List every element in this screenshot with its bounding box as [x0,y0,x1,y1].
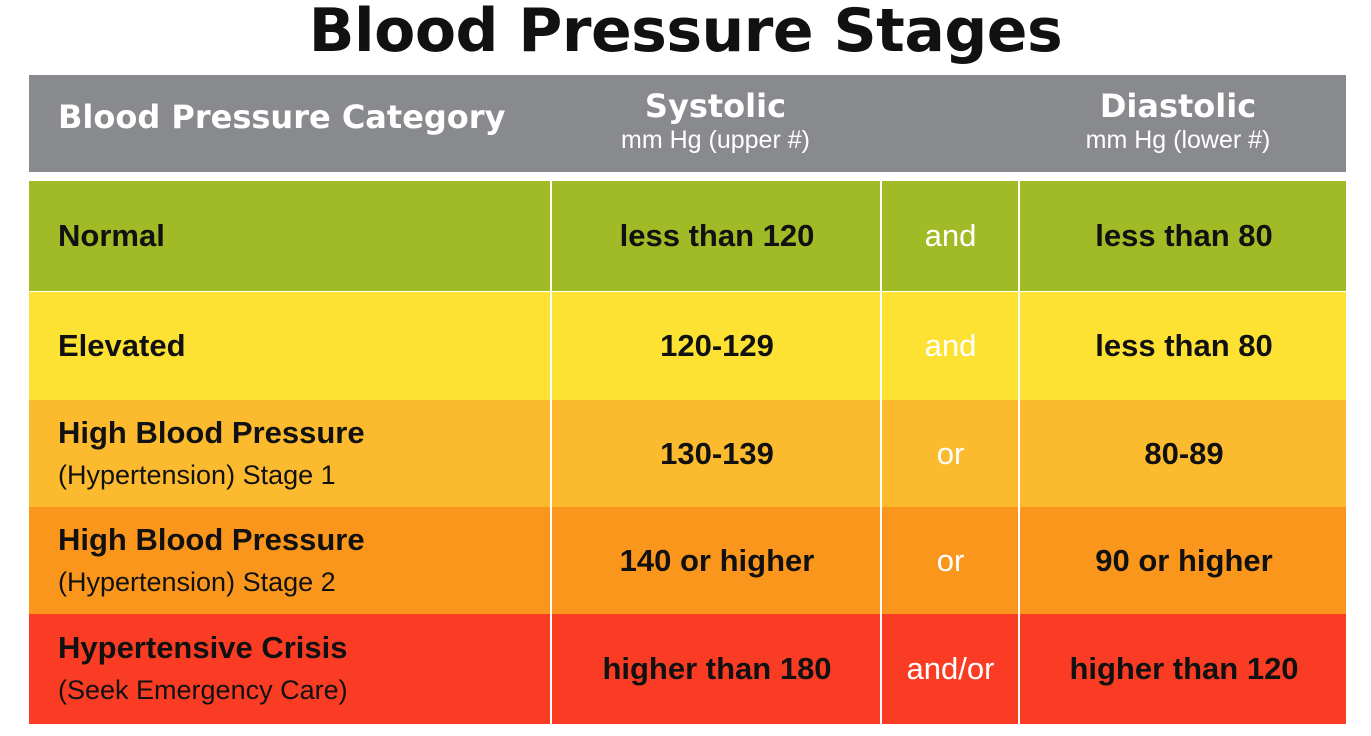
row-category: High Blood Pressure (Hypertension) Stage… [29,507,548,614]
row-diastolic: 90 or higher [1018,507,1348,614]
row-diastolic: 80-89 [1018,400,1348,507]
page-title: Blood Pressure Stages [308,0,1063,66]
table-row: High Blood Pressure (Hypertension) Stage… [29,507,1346,614]
row-conjunction: and [880,181,1019,291]
row-category: Elevated [29,292,548,400]
row-category: High Blood Pressure (Hypertension) Stage… [29,400,548,507]
header-systolic-label: Systolic [644,87,787,125]
category-label: High Blood Pressure [58,521,365,557]
row-systolic: 120-129 [550,292,882,400]
header-diastolic-unit: mm Hg (lower #) [1085,126,1271,154]
row-category: Normal [29,181,548,291]
row-systolic: 130-139 [550,400,882,507]
header-systolic-unit: mm Hg (upper #) [621,126,810,154]
category-label: High Blood Pressure [58,414,365,450]
category-note: (Hypertension) Stage 1 [58,459,336,490]
category-label: Hypertensive Crisis [58,630,348,665]
row-diastolic: less than 80 [1018,181,1348,291]
row-systolic: less than 120 [550,181,882,291]
table-header: Blood Pressure Category Systolic mm Hg (… [29,75,1346,172]
table-row: Elevated 120-129 and less than 80 [29,292,1346,400]
category-label: Elevated [58,328,186,363]
row-diastolic: less than 80 [1018,292,1348,400]
row-conjunction: or [880,400,1019,507]
category-note: (Hypertension) Stage 2 [58,566,336,597]
table-row: Normal less than 120 and less than 80 [29,181,1346,291]
header-systolic: Systolic mm Hg (upper #) [551,87,880,155]
row-category: Hypertensive Crisis (Seek Emergency Care… [29,614,548,724]
table-row: Hypertensive Crisis (Seek Emergency Care… [29,614,1346,724]
category-label: Normal [58,218,165,253]
row-conjunction: and/or [880,614,1019,724]
category-note: (Seek Emergency Care) [58,675,348,705]
header-category: Blood Pressure Category [58,98,506,136]
row-conjunction: and [880,292,1019,400]
row-systolic: 140 or higher [550,507,882,614]
row-conjunction: or [880,507,1019,614]
table-row: High Blood Pressure (Hypertension) Stage… [29,400,1346,507]
row-systolic: higher than 180 [550,614,882,724]
header-diastolic: Diastolic mm Hg (lower #) [1021,87,1335,155]
bp-stages-table: Normal less than 120 and less than 80 El… [29,181,1346,724]
header-diastolic-label: Diastolic [1099,87,1257,125]
row-diastolic: higher than 120 [1018,614,1348,724]
